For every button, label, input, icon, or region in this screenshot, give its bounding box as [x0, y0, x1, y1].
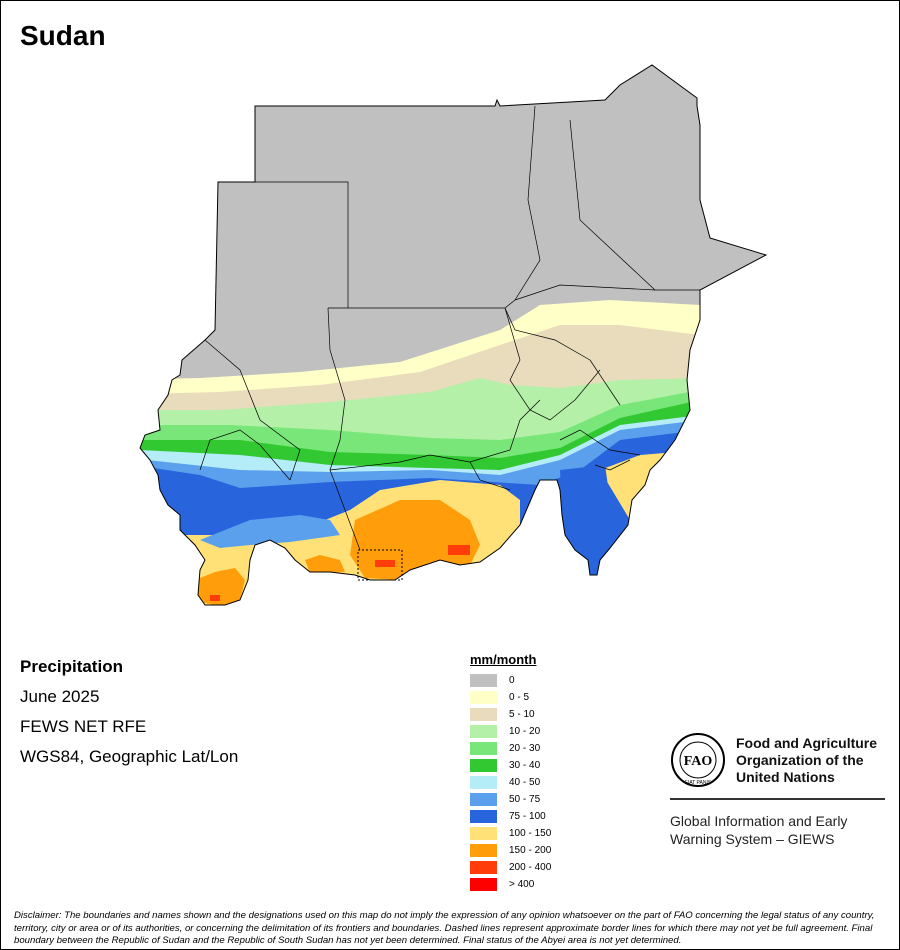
legend-swatch	[470, 691, 497, 704]
variable-label: Precipitation	[20, 657, 123, 676]
legend-swatch	[470, 861, 497, 874]
legend-swatch	[470, 708, 497, 721]
legend-swatch	[470, 674, 497, 687]
legend-label: 10 - 20	[509, 726, 541, 737]
legend-swatch	[470, 725, 497, 738]
legend-label: 20 - 30	[509, 743, 541, 754]
giews-label: Global Information and Early Warning Sys…	[670, 813, 848, 847]
legend-item: 75 - 100	[470, 808, 551, 825]
legend-item: 0 - 5	[470, 689, 551, 706]
legend-label: 100 - 150	[509, 828, 552, 839]
fao-logo-icon: FAO FIAT PANIS	[671, 733, 725, 787]
legend-item: 30 - 40	[470, 757, 551, 774]
legend-item: 5 - 10	[470, 706, 551, 723]
fao-divider	[670, 798, 885, 800]
legend-swatch	[470, 793, 497, 806]
legend-label: 0 - 5	[509, 692, 530, 703]
legend-item: 150 - 200	[470, 842, 551, 859]
legend-item: 40 - 50	[470, 774, 551, 791]
legend-label: 40 - 50	[509, 777, 541, 788]
legend-label: > 400	[509, 879, 535, 890]
legend-label: 5 - 10	[509, 709, 535, 720]
fao-block: FAO FIAT PANIS Food and Agriculture Orga…	[670, 732, 890, 848]
legend-item: 200 - 400	[470, 859, 551, 876]
legend-item: 10 - 20	[470, 723, 551, 740]
legend-swatch	[470, 878, 497, 891]
legend-label: 0	[509, 675, 515, 686]
legend-item: 50 - 75	[470, 791, 551, 808]
legend-label: 50 - 75	[509, 794, 541, 805]
period-label: June 2025	[20, 687, 100, 706]
projection-label: WGS84, Geographic Lat/Lon	[20, 747, 239, 766]
legend-title: mm/month	[470, 652, 537, 667]
legend: mm/month 0 0 - 5 5 - 10 10 - 20 20 - 30 30 - …	[470, 652, 551, 893]
legend-item: 20 - 30	[470, 740, 551, 757]
legend-swatch	[470, 759, 497, 772]
svg-text:FIAT PANIS: FIAT PANIS	[685, 780, 712, 786]
map-title: Sudan	[20, 20, 106, 51]
legend-swatch	[470, 810, 497, 823]
legend-label: 150 - 200	[509, 845, 552, 856]
legend-swatch	[470, 742, 497, 755]
fao-name: Food and Agriculture Organization of the…	[736, 734, 878, 785]
legend-label: 30 - 40	[509, 760, 541, 771]
legend-swatch	[470, 844, 497, 857]
disclaimer: Disclaimer: The boundaries and names sho…	[14, 910, 875, 946]
precipitation-map	[139, 64, 768, 606]
source-label: FEWS NET RFE	[20, 717, 147, 736]
legend-swatch	[470, 776, 497, 789]
legend-item: > 400	[470, 876, 551, 893]
legend-item: 100 - 150	[470, 825, 551, 842]
svg-text:FAO: FAO	[684, 754, 713, 769]
legend-label: 75 - 100	[509, 811, 546, 822]
legend-item: 0	[470, 672, 551, 689]
map-info: Precipitation June 2025 FEWS NET RFE WGS…	[20, 656, 238, 776]
legend-swatch	[470, 827, 497, 840]
legend-label: 200 - 400	[509, 862, 552, 873]
